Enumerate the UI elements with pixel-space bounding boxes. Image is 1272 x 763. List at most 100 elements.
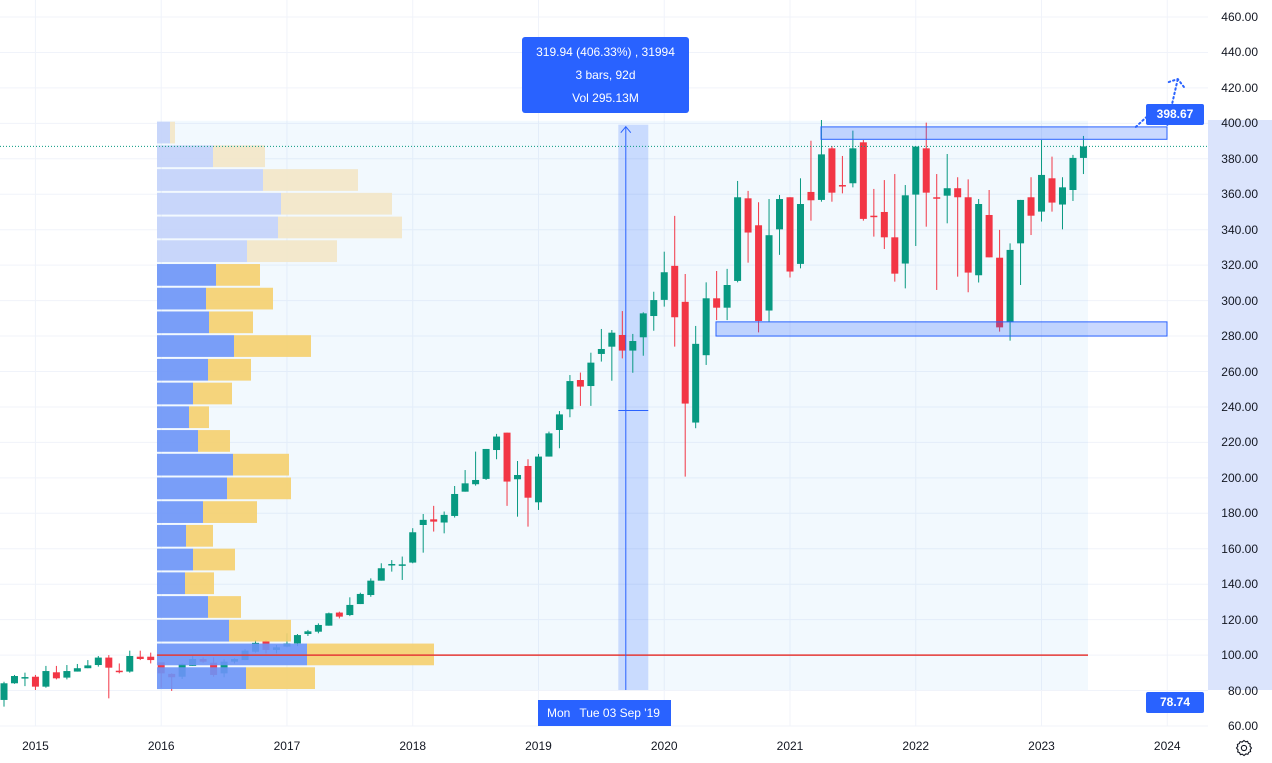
candle [545,431,553,457]
price-tick-label: 440.00 [1221,45,1258,60]
volume-profile-up-bar [157,311,209,334]
volume-profile-up-bar [157,548,193,571]
candle-body [954,188,962,198]
volume-profile-up-bar [157,572,185,595]
candle [440,511,448,534]
candle [147,652,155,664]
candle-body [514,475,522,480]
time-tick-label: 2021 [776,739,804,753]
candle-body [807,191,815,201]
candle-body [849,148,857,184]
candle-body [702,298,710,356]
candle [514,461,522,517]
candle-body [1027,197,1035,216]
candle [734,180,742,283]
crosshair-date: Tue 03 Sep '19 [579,706,660,720]
candle [576,372,584,406]
volume-profile-up-bar [157,169,263,191]
candle-body [608,332,616,347]
candle-body [440,514,448,523]
candle [618,311,626,359]
candle-body [0,683,8,700]
candle [933,174,941,290]
price-tick-label: 140.00 [1221,577,1258,592]
candle-body [859,142,867,219]
arrow-up-icon [620,125,632,134]
candle [31,674,39,691]
candle [796,178,804,269]
volume-profile-down-bar [193,382,232,405]
volume-profile-down-bar [203,501,257,523]
volume-profile-down-bar [234,335,311,357]
candle [660,251,668,307]
candle [1079,135,1087,175]
candle [985,189,993,258]
candle [996,229,1004,332]
candle-body [755,225,763,321]
candle [10,674,18,684]
volume-profile-down-bar [209,311,253,334]
volume-profile-up-bar [157,477,227,500]
candle [388,560,396,572]
candle [807,140,815,221]
candle-body [650,300,658,317]
candle [566,375,574,418]
candle [629,333,637,373]
price-tick-label: 460.00 [1221,10,1258,24]
candle [136,650,144,661]
candle [1038,140,1046,222]
volume-profile-range-area [157,120,1088,691]
volume-profile-down-bar [263,169,358,191]
candle [105,655,113,699]
price-tick-label: 180.00 [1221,506,1258,521]
candle [859,140,867,221]
candle-body [692,343,700,423]
candle [587,352,595,406]
candle [1069,154,1077,201]
volume-profile-down-bar [170,121,175,144]
candle [954,177,962,277]
candle-body [838,185,846,187]
candle [335,611,343,619]
candle-body [409,532,417,563]
candle [461,470,469,492]
candle-body [891,237,899,274]
volume-profile-up-bar [157,430,198,452]
candle [472,451,480,486]
candle-body [1069,157,1077,190]
measure-bars: 3 bars, 92d [575,68,636,82]
candle-body [398,564,406,566]
candle-body [94,657,102,666]
candle-body [985,214,993,258]
candle [597,328,605,362]
candle-body [555,414,563,430]
price-tick-label: 280.00 [1221,329,1258,344]
candle-body [1079,146,1087,158]
candle [880,180,888,250]
candle [1048,156,1056,212]
candle [912,146,920,247]
candle-body [1017,199,1025,244]
candle-body [356,593,364,605]
candle-body [115,670,123,673]
candle [493,433,501,460]
candle-body [713,298,721,308]
volume-profile-up-bar [157,287,206,310]
candle [482,448,490,480]
volume-profile-down-bar [281,192,392,215]
candle-body [10,676,18,684]
candle-body [21,677,29,679]
candle [419,514,427,553]
volume-profile-up-bar [157,453,233,476]
price-tick-label: 220.00 [1221,435,1258,450]
price-tick-label: 380.00 [1221,151,1258,166]
candle-body [912,146,920,195]
candle-body [734,197,742,281]
candle-body [796,203,804,264]
candle-body [482,448,490,479]
gear-icon[interactable] [1235,739,1253,757]
candle-body [786,197,794,272]
price-tick-label: 260.00 [1221,364,1258,379]
candle [723,268,731,321]
